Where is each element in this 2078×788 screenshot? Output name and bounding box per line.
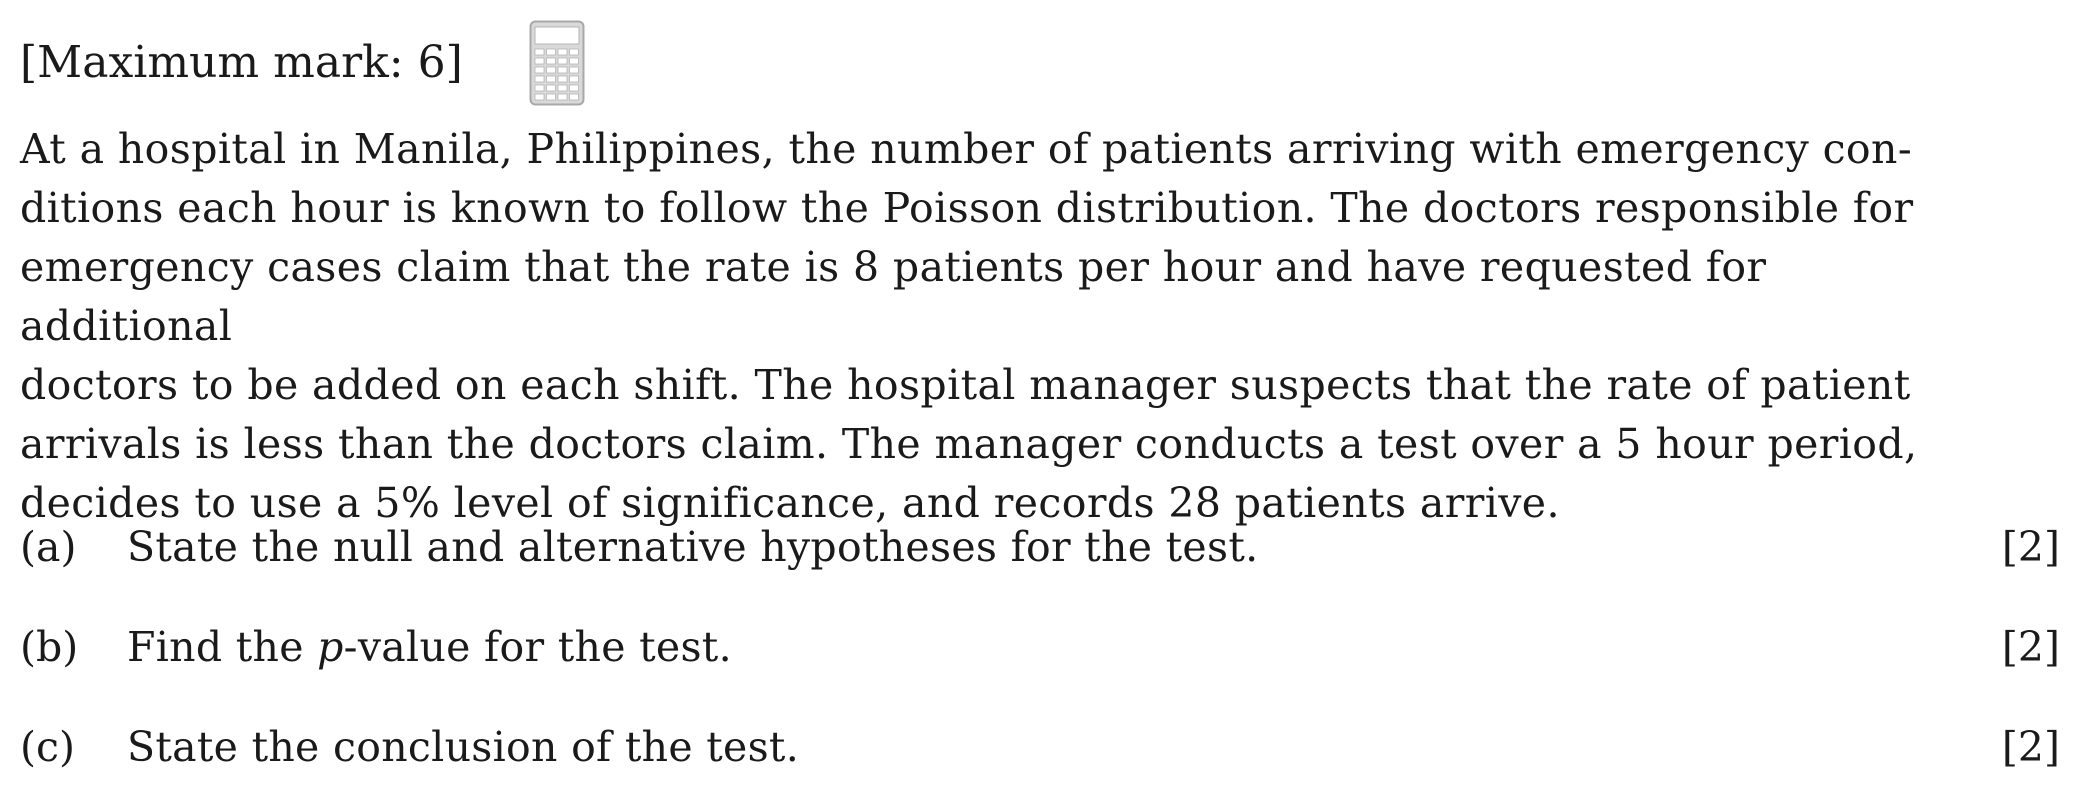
calculator-icon [529, 20, 585, 106]
part-text: State the null and alternative hypothese… [127, 523, 1259, 571]
part-text: State the conclusion of the test. [127, 723, 800, 771]
stem-line: ditions each hour is known to follow the… [20, 184, 1914, 232]
question-part-c: (c) State the conclusion of the test. [2… [20, 718, 2060, 776]
part-label: (b) [20, 623, 79, 671]
question-part-b: (b) Find the p-value for the test. [2] [20, 618, 2060, 676]
part-marks: [2] [2001, 723, 2060, 771]
part-marks: [2] [2001, 623, 2060, 671]
question-stem: At a hospital in Manila, Philippines, th… [20, 120, 1940, 533]
part-text: Find the p-value for the test. [127, 618, 732, 676]
part-text-after: -value for the test. [343, 623, 732, 671]
part-text-before: Find the [127, 623, 318, 671]
question-header: [Maximum mark: 6] [20, 18, 585, 108]
stem-line: At a hospital in Manila, Philippines, th… [20, 125, 1913, 173]
part-text-italic: p [317, 623, 344, 671]
question-part-a: (a) State the null and alternative hypot… [20, 518, 2060, 576]
part-marks: [2] [2001, 523, 2060, 571]
stem-line: doctors to be added on each shift. The h… [20, 361, 1911, 409]
part-label: (c) [20, 723, 75, 771]
stem-line: decides to use a 5% level of significanc… [20, 479, 1560, 527]
maximum-mark: [Maximum mark: 6] [20, 37, 463, 88]
part-label: (a) [20, 523, 77, 571]
stem-line: arrivals is less than the doctors claim.… [20, 420, 1918, 468]
stem-line: emergency cases claim that the rate is 8… [20, 243, 1767, 350]
